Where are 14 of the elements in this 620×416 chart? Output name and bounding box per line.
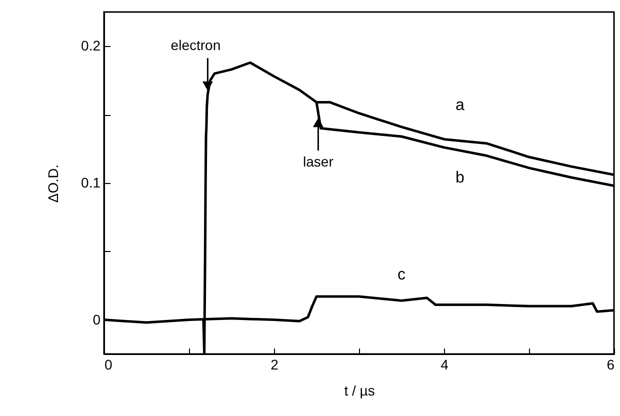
x-tick-label: 4 (440, 356, 449, 372)
series-label: a (456, 97, 465, 114)
y-tick-label: 0.2 (81, 38, 101, 54)
annotation: electron (170, 37, 221, 54)
series-label: b (456, 169, 465, 186)
x-tick-label: 6 (606, 356, 615, 372)
series-label: c (398, 266, 406, 284)
y-tick-label: 0 (92, 311, 101, 328)
y-tick-label: 0.1 (81, 174, 101, 190)
y-axis-title: ΔO.D. (45, 164, 62, 203)
x-tick-label: 2 (270, 356, 279, 372)
annotation: laser (303, 154, 334, 170)
x-axis-title: t / µs (344, 382, 375, 398)
x-tick-label: 0 (104, 356, 112, 372)
